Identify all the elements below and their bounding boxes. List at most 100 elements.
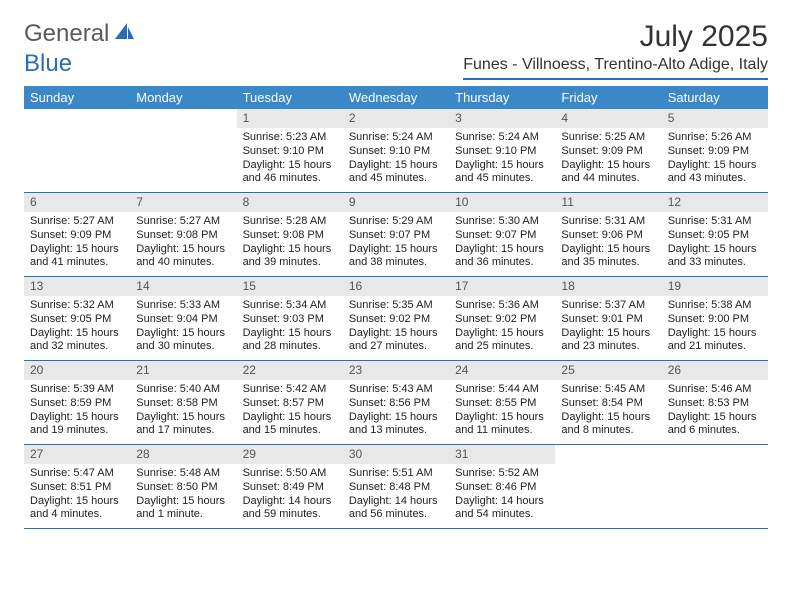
- sunset-text: Sunset: 9:09 PM: [668, 145, 762, 159]
- calendar-day-cell: [555, 445, 661, 529]
- day-body: Sunrise: 5:42 AMSunset: 8:57 PMDaylight:…: [237, 380, 343, 444]
- logo-blue-row: Blue: [24, 50, 72, 78]
- sunset-text: Sunset: 9:05 PM: [668, 229, 762, 243]
- calendar-day-cell: 18Sunrise: 5:37 AMSunset: 9:01 PMDayligh…: [555, 277, 661, 361]
- day-body: Sunrise: 5:46 AMSunset: 8:53 PMDaylight:…: [662, 380, 768, 444]
- daylight-text: Daylight: 15 hours and 45 minutes.: [349, 159, 443, 187]
- day-body: Sunrise: 5:47 AMSunset: 8:51 PMDaylight:…: [24, 464, 130, 528]
- sunset-text: Sunset: 8:49 PM: [243, 481, 337, 495]
- sunset-text: Sunset: 9:00 PM: [668, 313, 762, 327]
- calendar-day-cell: 2Sunrise: 5:24 AMSunset: 9:10 PMDaylight…: [343, 109, 449, 193]
- sunrise-text: Sunrise: 5:51 AM: [349, 467, 443, 481]
- month-title: July 2025: [463, 20, 768, 54]
- calendar-week-row: 20Sunrise: 5:39 AMSunset: 8:59 PMDayligh…: [24, 361, 768, 445]
- calendar-day-cell: 29Sunrise: 5:50 AMSunset: 8:49 PMDayligh…: [237, 445, 343, 529]
- sunset-text: Sunset: 9:01 PM: [561, 313, 655, 327]
- sunset-text: Sunset: 9:02 PM: [455, 313, 549, 327]
- sunrise-text: Sunrise: 5:39 AM: [30, 383, 124, 397]
- sunrise-text: Sunrise: 5:24 AM: [455, 131, 549, 145]
- calendar-day-cell: 21Sunrise: 5:40 AMSunset: 8:58 PMDayligh…: [130, 361, 236, 445]
- day-number: 26: [662, 361, 768, 380]
- daylight-text: Daylight: 15 hours and 30 minutes.: [136, 327, 230, 355]
- daylight-text: Daylight: 15 hours and 25 minutes.: [455, 327, 549, 355]
- day-number: 6: [24, 193, 130, 212]
- sunrise-text: Sunrise: 5:50 AM: [243, 467, 337, 481]
- calendar-day-cell: 27Sunrise: 5:47 AMSunset: 8:51 PMDayligh…: [24, 445, 130, 529]
- sunset-text: Sunset: 8:46 PM: [455, 481, 549, 495]
- daylight-text: Daylight: 15 hours and 8 minutes.: [561, 411, 655, 439]
- sunrise-text: Sunrise: 5:40 AM: [136, 383, 230, 397]
- weekday-header: Friday: [555, 86, 661, 109]
- sunset-text: Sunset: 8:55 PM: [455, 397, 549, 411]
- day-body: Sunrise: 5:30 AMSunset: 9:07 PMDaylight:…: [449, 212, 555, 276]
- calendar-table: Sunday Monday Tuesday Wednesday Thursday…: [24, 86, 768, 529]
- location-subtitle: Funes - Villnoess, Trentino-Alto Adige, …: [463, 56, 768, 80]
- day-number: 30: [343, 445, 449, 464]
- day-number: 16: [343, 277, 449, 296]
- day-body: Sunrise: 5:43 AMSunset: 8:56 PMDaylight:…: [343, 380, 449, 444]
- sunset-text: Sunset: 9:07 PM: [455, 229, 549, 243]
- day-body: Sunrise: 5:25 AMSunset: 9:09 PMDaylight:…: [555, 128, 661, 192]
- day-body: Sunrise: 5:40 AMSunset: 8:58 PMDaylight:…: [130, 380, 236, 444]
- day-body: [555, 449, 661, 509]
- day-body: Sunrise: 5:29 AMSunset: 9:07 PMDaylight:…: [343, 212, 449, 276]
- calendar-day-cell: 22Sunrise: 5:42 AMSunset: 8:57 PMDayligh…: [237, 361, 343, 445]
- calendar-week-row: 6Sunrise: 5:27 AMSunset: 9:09 PMDaylight…: [24, 193, 768, 277]
- daylight-text: Daylight: 15 hours and 21 minutes.: [668, 327, 762, 355]
- sunset-text: Sunset: 8:57 PM: [243, 397, 337, 411]
- sunset-text: Sunset: 9:03 PM: [243, 313, 337, 327]
- day-body: Sunrise: 5:51 AMSunset: 8:48 PMDaylight:…: [343, 464, 449, 528]
- calendar-day-cell: [24, 109, 130, 193]
- day-body: Sunrise: 5:45 AMSunset: 8:54 PMDaylight:…: [555, 380, 661, 444]
- day-body: Sunrise: 5:52 AMSunset: 8:46 PMDaylight:…: [449, 464, 555, 528]
- day-body: Sunrise: 5:24 AMSunset: 9:10 PMDaylight:…: [449, 128, 555, 192]
- sunrise-text: Sunrise: 5:34 AM: [243, 299, 337, 313]
- calendar-day-cell: 16Sunrise: 5:35 AMSunset: 9:02 PMDayligh…: [343, 277, 449, 361]
- sunrise-text: Sunrise: 5:36 AM: [455, 299, 549, 313]
- sunset-text: Sunset: 9:05 PM: [30, 313, 124, 327]
- sunrise-text: Sunrise: 5:43 AM: [349, 383, 443, 397]
- sunrise-text: Sunrise: 5:42 AM: [243, 383, 337, 397]
- daylight-text: Daylight: 15 hours and 23 minutes.: [561, 327, 655, 355]
- day-number: 23: [343, 361, 449, 380]
- day-number: 12: [662, 193, 768, 212]
- calendar-day-cell: 6Sunrise: 5:27 AMSunset: 9:09 PMDaylight…: [24, 193, 130, 277]
- sunrise-text: Sunrise: 5:24 AM: [349, 131, 443, 145]
- day-body: Sunrise: 5:37 AMSunset: 9:01 PMDaylight:…: [555, 296, 661, 360]
- daylight-text: Daylight: 15 hours and 17 minutes.: [136, 411, 230, 439]
- sunset-text: Sunset: 8:56 PM: [349, 397, 443, 411]
- sunset-text: Sunset: 9:08 PM: [136, 229, 230, 243]
- day-number: 7: [130, 193, 236, 212]
- logo-text-general: General: [24, 20, 109, 48]
- day-number: 5: [662, 109, 768, 128]
- weekday-header: Sunday: [24, 86, 130, 109]
- daylight-text: Daylight: 15 hours and 11 minutes.: [455, 411, 549, 439]
- sunset-text: Sunset: 8:53 PM: [668, 397, 762, 411]
- calendar-day-cell: 4Sunrise: 5:25 AMSunset: 9:09 PMDaylight…: [555, 109, 661, 193]
- day-number: 29: [237, 445, 343, 464]
- weekday-header: Monday: [130, 86, 236, 109]
- day-number: 14: [130, 277, 236, 296]
- calendar-day-cell: 7Sunrise: 5:27 AMSunset: 9:08 PMDaylight…: [130, 193, 236, 277]
- sunrise-text: Sunrise: 5:37 AM: [561, 299, 655, 313]
- daylight-text: Daylight: 15 hours and 28 minutes.: [243, 327, 337, 355]
- sunset-text: Sunset: 9:10 PM: [455, 145, 549, 159]
- weekday-header: Saturday: [662, 86, 768, 109]
- sunrise-text: Sunrise: 5:48 AM: [136, 467, 230, 481]
- sunrise-text: Sunrise: 5:46 AM: [668, 383, 762, 397]
- day-body: Sunrise: 5:28 AMSunset: 9:08 PMDaylight:…: [237, 212, 343, 276]
- sunset-text: Sunset: 8:54 PM: [561, 397, 655, 411]
- calendar-day-cell: 5Sunrise: 5:26 AMSunset: 9:09 PMDaylight…: [662, 109, 768, 193]
- sunrise-text: Sunrise: 5:38 AM: [668, 299, 762, 313]
- day-body: Sunrise: 5:32 AMSunset: 9:05 PMDaylight:…: [24, 296, 130, 360]
- day-number: 21: [130, 361, 236, 380]
- daylight-text: Daylight: 15 hours and 1 minute.: [136, 495, 230, 523]
- daylight-text: Daylight: 15 hours and 19 minutes.: [30, 411, 124, 439]
- daylight-text: Daylight: 15 hours and 41 minutes.: [30, 243, 124, 271]
- calendar-day-cell: [130, 109, 236, 193]
- calendar-week-row: 1Sunrise: 5:23 AMSunset: 9:10 PMDaylight…: [24, 109, 768, 193]
- day-body: Sunrise: 5:48 AMSunset: 8:50 PMDaylight:…: [130, 464, 236, 528]
- day-number: 15: [237, 277, 343, 296]
- day-body: Sunrise: 5:24 AMSunset: 9:10 PMDaylight:…: [343, 128, 449, 192]
- day-body: Sunrise: 5:38 AMSunset: 9:00 PMDaylight:…: [662, 296, 768, 360]
